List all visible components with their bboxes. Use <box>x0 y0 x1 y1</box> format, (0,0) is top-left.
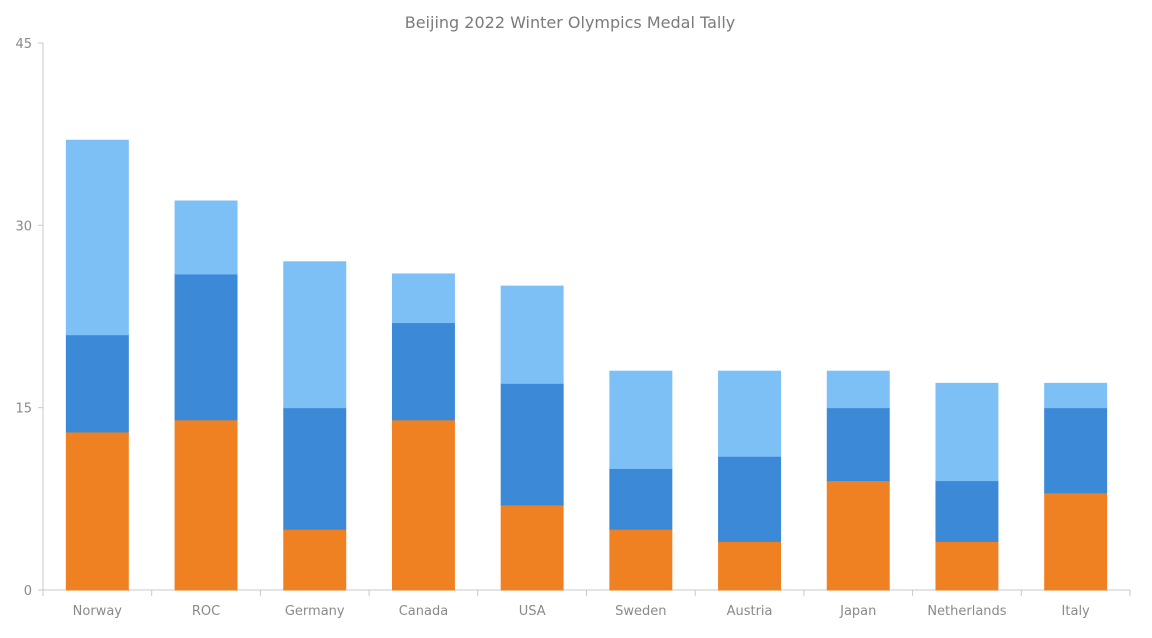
bar-segment[interactable] <box>826 370 890 409</box>
bar-segment[interactable] <box>1044 382 1108 409</box>
x-tick-label: Germany <box>285 604 345 619</box>
y-tick-label: 30 <box>15 219 32 234</box>
x-tick-label: Italy <box>1062 604 1091 619</box>
bar-segment[interactable] <box>283 407 347 530</box>
x-tick-label: Sweden <box>615 604 666 619</box>
bar-segment[interactable] <box>65 431 129 591</box>
bar-segment[interactable] <box>935 540 999 591</box>
bar-segment[interactable] <box>283 528 347 591</box>
x-tick-label: Austria <box>727 604 773 619</box>
bar-segment[interactable] <box>609 467 673 530</box>
x-tick-label: USA <box>519 604 546 619</box>
bar-segment[interactable] <box>609 528 673 591</box>
bar-segment[interactable] <box>826 480 890 591</box>
x-tick-label: Japan <box>839 604 876 619</box>
x-tick-label: ROC <box>192 604 220 619</box>
bar-segment[interactable] <box>391 273 455 324</box>
x-tick-label: Canada <box>399 604 448 619</box>
bar-segment[interactable] <box>500 504 564 591</box>
bar-segment[interactable] <box>718 540 782 591</box>
y-tick-label: 0 <box>24 584 32 599</box>
bar-segment[interactable] <box>391 419 455 591</box>
bar-segment[interactable] <box>935 480 999 542</box>
x-tick-label: Norway <box>73 604 123 619</box>
bar-segment[interactable] <box>174 273 238 421</box>
bar-segment[interactable] <box>826 407 890 482</box>
x-axis: Norway ROC Germany Canada USA Sweden Austria Ja… <box>42 589 1131 619</box>
bar-segment[interactable] <box>718 455 782 542</box>
bar-segment[interactable] <box>500 382 564 506</box>
bar-segment[interactable] <box>65 334 129 433</box>
x-tick-label: Netherlands <box>927 604 1006 619</box>
y-axis: 0 15 30 45 <box>15 37 44 599</box>
bar-segment[interactable] <box>391 322 455 421</box>
bar-segment[interactable] <box>174 200 238 275</box>
bar-segment[interactable] <box>1044 492 1108 591</box>
bar-segment[interactable] <box>609 370 673 469</box>
bar-series-group <box>65 139 1108 591</box>
bar-segment[interactable] <box>935 382 999 482</box>
bar-segment[interactable] <box>174 419 238 591</box>
y-tick-label: 15 <box>15 402 32 417</box>
bar-segment[interactable] <box>500 285 564 384</box>
chart-title: Beijing 2022 Winter Olympics Medal Tally <box>405 13 736 32</box>
bar-segment[interactable] <box>65 139 129 336</box>
bar-segment[interactable] <box>718 370 782 457</box>
bar-segment[interactable] <box>1044 407 1108 494</box>
y-tick-label: 45 <box>15 37 32 52</box>
bar-segment[interactable] <box>283 261 347 409</box>
